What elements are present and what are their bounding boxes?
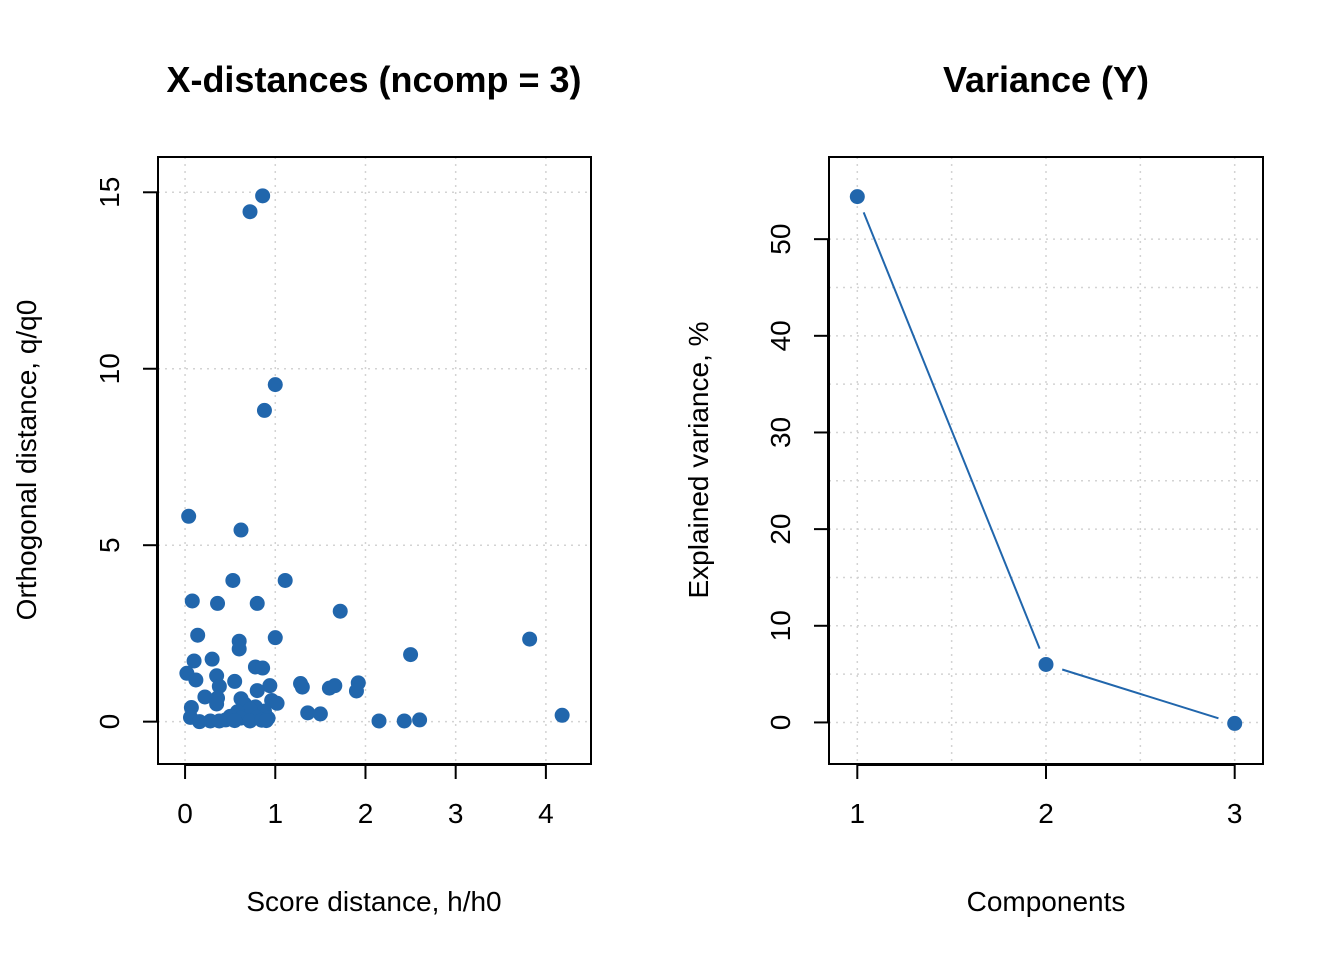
data-point xyxy=(258,713,274,729)
data-point xyxy=(210,595,226,611)
plot-frame xyxy=(157,156,592,765)
series-segment xyxy=(862,212,1041,650)
data-point xyxy=(190,627,206,643)
data-point xyxy=(186,653,202,669)
plot-frame xyxy=(828,156,1264,765)
data-point xyxy=(327,678,343,694)
data-point xyxy=(191,714,207,730)
y-tick-label: 5 xyxy=(94,537,125,553)
data-point xyxy=(227,673,243,689)
x-axis-label: Components xyxy=(967,886,1126,917)
y-axis-label: Explained variance, % xyxy=(683,321,714,598)
data-point xyxy=(242,204,258,220)
y-tick-label: 0 xyxy=(765,715,796,731)
y-tick-label: 10 xyxy=(94,353,125,384)
data-point xyxy=(181,508,197,524)
series-segment xyxy=(1061,668,1219,720)
data-point xyxy=(233,522,249,538)
y-tick-label: 10 xyxy=(765,610,796,641)
data-point xyxy=(312,706,328,722)
y-tick-label: 40 xyxy=(765,320,796,351)
grid xyxy=(158,157,591,764)
chart-title: Variance (Y) xyxy=(943,59,1149,100)
data-point xyxy=(300,705,316,721)
axis-ticks: 0 1 2 3 4 0 5 10 15 xyxy=(94,177,554,829)
x-tick-label: 2 xyxy=(358,798,374,829)
data-point xyxy=(267,377,283,393)
data-point xyxy=(267,630,283,646)
x-axis-label: Score distance, h/h0 xyxy=(246,886,501,917)
data-point xyxy=(184,593,200,609)
data-point xyxy=(1038,656,1054,672)
data-point xyxy=(522,631,538,647)
data-point xyxy=(1227,715,1243,731)
data-point xyxy=(197,689,213,705)
data-point xyxy=(849,189,865,205)
data-point xyxy=(554,707,570,723)
data-point xyxy=(209,696,225,712)
x-tick-label: 2 xyxy=(1038,798,1054,829)
y-axis-label: Orthogonal distance, q/q0 xyxy=(11,300,42,621)
data-point xyxy=(211,678,227,694)
x-tick-label: 3 xyxy=(1227,798,1243,829)
data-point xyxy=(348,683,364,699)
data-point xyxy=(227,713,243,729)
data-point xyxy=(412,712,428,728)
x-tick-label: 1 xyxy=(850,798,866,829)
data-point xyxy=(188,672,204,688)
grid xyxy=(829,157,1263,764)
y-tick-label: 30 xyxy=(765,417,796,448)
x-tick-label: 0 xyxy=(177,798,193,829)
data-point xyxy=(371,713,387,729)
variance-series xyxy=(849,189,1243,731)
x-tick-label: 1 xyxy=(267,798,283,829)
y-tick-label: 0 xyxy=(94,714,125,730)
x-tick-label: 4 xyxy=(538,798,554,829)
y-tick-label: 15 xyxy=(94,177,125,208)
data-point xyxy=(332,603,348,619)
data-point xyxy=(403,647,419,663)
data-point xyxy=(294,679,310,695)
data-point xyxy=(255,660,271,676)
data-point xyxy=(262,678,278,694)
data-point xyxy=(269,695,285,711)
data-point xyxy=(255,188,271,204)
data-point xyxy=(249,683,265,699)
chart-title: X-distances (ncomp = 3) xyxy=(166,59,581,100)
data-point xyxy=(211,713,227,729)
x-distances-panel: X-distances (ncomp = 3) 0 1 2 3 4 0 5 10 15 Scor… xyxy=(11,59,592,917)
data-point xyxy=(242,713,258,729)
y-tick-label: 20 xyxy=(765,514,796,545)
scatter-points xyxy=(179,188,570,730)
data-point xyxy=(277,572,293,588)
y-tick-label: 50 xyxy=(765,224,796,255)
data-point xyxy=(225,572,241,588)
data-point xyxy=(249,595,265,611)
x-tick-label: 3 xyxy=(448,798,464,829)
data-point xyxy=(231,641,247,657)
data-point xyxy=(204,651,220,667)
data-point xyxy=(396,713,412,729)
data-point xyxy=(256,402,272,418)
